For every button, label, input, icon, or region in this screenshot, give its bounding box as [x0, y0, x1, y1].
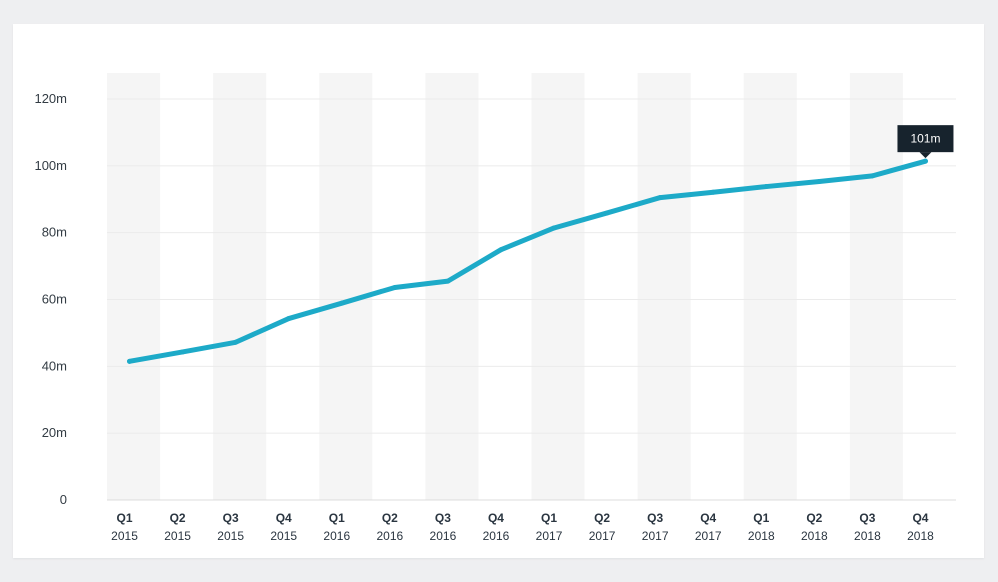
x-tick: Q3 2016: [430, 511, 457, 543]
data-point: [710, 189, 716, 195]
x-tick: Q3 2015: [217, 511, 244, 543]
tooltip-pointer: [919, 152, 932, 159]
x-tick-year: 2015: [164, 529, 191, 543]
x-tick-year: 2016: [376, 529, 403, 543]
x-tick-year: 2018: [854, 529, 881, 543]
x-tick-year: 2015: [270, 529, 297, 543]
data-point: [339, 300, 345, 306]
x-tick: Q4 2016: [483, 511, 510, 543]
x-tick-quarter: Q1: [753, 511, 769, 525]
chart-card: 0 20m 40m 60m 80m 100m 120m Q1 2015 Q2 2015 Q3 2015…: [13, 24, 984, 558]
data-point: [763, 184, 769, 190]
data-point: [816, 179, 822, 185]
x-tick-year: 2017: [589, 529, 616, 543]
x-tick-year: 2018: [907, 529, 934, 543]
x-tick-year: 2017: [642, 529, 669, 543]
x-axis-ticks: Q1 2015 Q2 2015 Q3 2015 Q4 2015 Q1 2016 Q2 2016 Q3 20…: [111, 511, 934, 543]
column-band: [743, 73, 797, 500]
data-point: [233, 339, 239, 345]
x-tick-quarter: Q2: [806, 511, 822, 525]
column-band: [637, 73, 691, 500]
y-axis-ticks: 0 20m 40m 60m 80m 100m 120m: [34, 91, 67, 507]
y-tick-label: 80m: [42, 225, 67, 240]
line-chart: 0 20m 40m 60m 80m 100m 120m Q1 2015 Q2 2015 Q3 2015…: [34, 73, 956, 543]
x-tick-quarter: Q2: [170, 511, 186, 525]
data-point: [286, 316, 292, 322]
x-tick-quarter: Q4: [912, 511, 928, 525]
x-tick: Q2 2017: [589, 511, 616, 543]
x-tick-year: 2017: [536, 529, 563, 543]
column-bands: [107, 73, 903, 500]
x-tick: Q2 2015: [164, 511, 191, 543]
y-tick-label: 40m: [42, 358, 67, 373]
x-tick-quarter: Q3: [435, 511, 451, 525]
x-tick-year: 2015: [111, 529, 138, 543]
x-tick: Q1 2015: [111, 511, 138, 543]
x-tick-quarter: Q1: [541, 511, 557, 525]
series-line-layer: [127, 158, 928, 364]
x-tick-year: 2016: [323, 529, 350, 543]
column-band: [849, 73, 903, 500]
x-tick: Q4 2017: [695, 511, 722, 543]
x-tick: Q3 2017: [642, 511, 669, 543]
column-band: [531, 73, 585, 500]
y-tick-label: 60m: [42, 292, 67, 307]
series-line: [127, 158, 928, 364]
x-tick: Q4 2018: [907, 511, 934, 543]
value-tooltip: 101m: [897, 125, 954, 159]
x-tick-quarter: Q4: [488, 511, 504, 525]
x-tick: Q4 2015: [270, 511, 297, 543]
x-tick: Q1 2017: [536, 511, 563, 543]
x-tick-quarter: Q3: [223, 511, 239, 525]
x-tick-quarter: Q4: [700, 511, 716, 525]
gridlines: [107, 98, 956, 501]
y-tick-label: 120m: [34, 91, 67, 106]
x-tick: Q2 2018: [801, 511, 828, 543]
x-tick-quarter: Q1: [117, 511, 133, 525]
x-tick-year: 2018: [748, 529, 775, 543]
data-point: [551, 225, 557, 231]
data-point: [127, 358, 133, 364]
y-tick-label: 0: [60, 492, 67, 507]
data-point: [869, 173, 875, 179]
column-band: [425, 73, 479, 500]
column-band: [213, 73, 267, 500]
data-point: [392, 284, 398, 290]
x-tick-quarter: Q4: [276, 511, 292, 525]
data-point: [657, 195, 663, 201]
data-point: [498, 247, 504, 253]
column-band: [319, 73, 373, 500]
x-tick: Q1 2016: [323, 511, 350, 543]
data-point: [604, 210, 610, 216]
tooltip-label: 101m: [910, 132, 940, 146]
x-tick-year: 2017: [695, 529, 722, 543]
x-tick-quarter: Q3: [859, 511, 875, 525]
data-point: [180, 349, 186, 355]
y-tick-label: 100m: [34, 158, 67, 173]
x-tick: Q3 2018: [854, 511, 881, 543]
x-tick-quarter: Q3: [647, 511, 663, 525]
x-tick-year: 2015: [217, 529, 244, 543]
data-point: [445, 278, 451, 284]
x-tick-year: 2016: [430, 529, 457, 543]
y-tick-label: 20m: [42, 425, 67, 440]
x-tick-quarter: Q1: [329, 511, 345, 525]
x-tick-quarter: Q2: [382, 511, 398, 525]
data-point: [922, 158, 928, 164]
x-tick: Q2 2016: [376, 511, 403, 543]
column-band: [107, 73, 161, 500]
x-tick-quarter: Q2: [594, 511, 610, 525]
x-tick-year: 2016: [483, 529, 510, 543]
x-tick: Q1 2018: [748, 511, 775, 543]
x-tick-year: 2018: [801, 529, 828, 543]
tooltip-box: [897, 125, 954, 153]
